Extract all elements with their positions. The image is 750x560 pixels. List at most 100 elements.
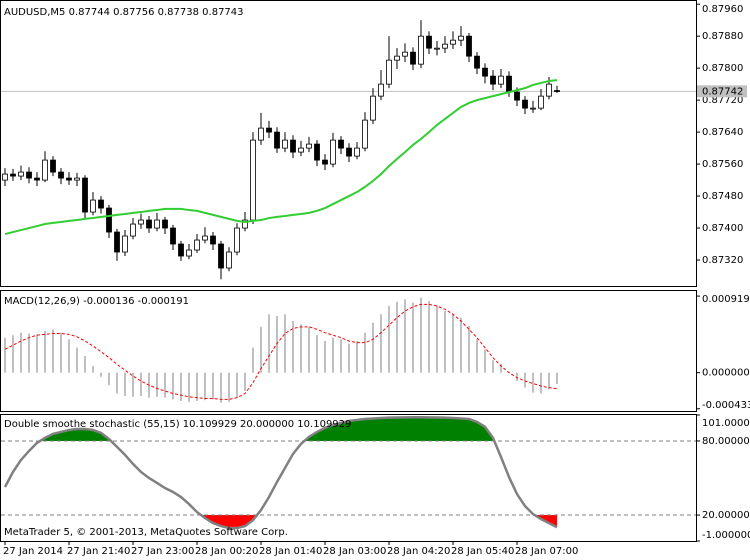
- candle-body: [266, 127, 272, 133]
- candle-body: [138, 219, 144, 225]
- x-tick-label: 28 Jan 03:00: [323, 546, 386, 557]
- stochastic-line: [3, 415, 558, 530]
- candle-body: [514, 91, 520, 101]
- candle-body: [290, 139, 296, 153]
- candle-body: [82, 177, 88, 213]
- candle-body: [234, 227, 240, 253]
- candle-body: [258, 127, 264, 141]
- candle-body: [378, 83, 384, 97]
- macd-title: MACD(12,26,9) -0.000136 -0.000191: [4, 296, 189, 307]
- bid-label-box: [697, 85, 747, 98]
- candle-body: [250, 139, 256, 221]
- y-tick-label: 0.87400: [702, 223, 743, 234]
- x-tick-label: 27 Jan 23:00: [131, 546, 194, 557]
- candle-body: [226, 251, 232, 269]
- candle-body: [122, 235, 128, 253]
- candle-body: [370, 95, 376, 121]
- y-tick-label: 101.000000: [702, 418, 750, 429]
- x-tick-label: 28 Jan 00:20: [195, 546, 258, 557]
- candle-body: [58, 171, 64, 179]
- x-tick-label: 28 Jan 01:40: [259, 546, 322, 557]
- x-tick-label: 28 Jan 05:40: [451, 546, 514, 557]
- candle-body: [306, 143, 312, 149]
- candle-body: [354, 147, 360, 157]
- candle-body: [490, 75, 496, 85]
- signal-line: [4, 303, 558, 400]
- candle-body: [274, 131, 280, 149]
- candle-body: [458, 35, 464, 41]
- candle-body: [474, 55, 480, 69]
- candle-body: [554, 90, 560, 92]
- candle-body: [506, 75, 512, 93]
- candle-body: [242, 219, 248, 229]
- candle-body: [202, 235, 208, 241]
- candle-body: [194, 239, 200, 251]
- candle-body: [162, 219, 168, 229]
- candle-body: [418, 35, 424, 65]
- y-tick-label: 0.000000: [702, 368, 750, 379]
- main-panel-frame: [0, 0, 697, 287]
- candle-body: [98, 199, 104, 209]
- y-tick-label: 80.000000: [702, 436, 750, 447]
- bid-label: 0.87742: [702, 86, 743, 97]
- candle-body: [426, 35, 432, 49]
- candle-body: [402, 51, 408, 57]
- stochastic-title: Double smoothe stochastic (55,15) 10.109…: [4, 419, 351, 430]
- x-tick-label: 27 Jan 21:40: [67, 546, 130, 557]
- y-tick-label: 0.87880: [702, 31, 743, 42]
- candle-body: [434, 47, 440, 50]
- y-tick-label: 20.000000: [702, 510, 750, 521]
- candle-body: [210, 235, 216, 245]
- candle-body: [450, 39, 456, 45]
- candle-body: [394, 55, 400, 61]
- candle-body: [146, 219, 152, 229]
- candle-body: [346, 147, 352, 157]
- candle-body: [546, 83, 552, 97]
- candle-body: [482, 67, 488, 77]
- candle-body: [330, 139, 336, 165]
- copyright: MetaTrader 5, © 2001-2013, MetaQuotes So…: [4, 527, 288, 538]
- candle-body: [322, 159, 328, 165]
- candle-body: [338, 139, 344, 149]
- moving-average: [4, 79, 558, 236]
- candle-body: [18, 171, 24, 177]
- candle-body: [314, 143, 320, 161]
- candle-body: [410, 51, 416, 65]
- y-tick-label: 0.87560: [702, 159, 743, 170]
- y-tick-label: 0.000919: [702, 294, 750, 305]
- candle-body: [522, 99, 528, 109]
- candle-body: [386, 59, 392, 85]
- candle-body: [530, 107, 536, 110]
- y-tick-label: -0.000433: [702, 400, 750, 411]
- candle-body: [186, 249, 192, 257]
- overbought-fill: [5, 417, 557, 441]
- candle-body: [538, 95, 544, 109]
- candle-body: [466, 35, 472, 57]
- candle-body: [50, 159, 56, 173]
- y-tick-label: 0.87720: [702, 95, 743, 106]
- candle-body: [114, 231, 120, 253]
- candle-body: [362, 119, 368, 149]
- candle-body: [74, 177, 80, 181]
- candle-body: [10, 173, 16, 177]
- candle-body: [26, 171, 32, 179]
- candle-body: [298, 147, 304, 153]
- candle-body: [34, 177, 40, 181]
- y-tick-label: 0.87480: [702, 191, 743, 202]
- y-tick-label: 0.87320: [702, 255, 743, 266]
- candle-body: [42, 159, 48, 181]
- y-tick-label: -1.000000: [702, 530, 750, 541]
- candle-body: [90, 199, 96, 213]
- y-tick-label: 0.87960: [702, 4, 743, 15]
- candle-body: [66, 177, 72, 181]
- stochastic-panel-frame: [0, 414, 697, 542]
- x-tick-label: 27 Jan 2014: [3, 546, 63, 557]
- candle-body: [282, 139, 288, 149]
- x-tick-label: 28 Jan 07:00: [515, 546, 578, 557]
- candle-body: [218, 243, 224, 269]
- main-title: AUDUSD,M5 0.87744 0.87756 0.87738 0.8774…: [4, 7, 244, 18]
- candle-body: [154, 219, 160, 229]
